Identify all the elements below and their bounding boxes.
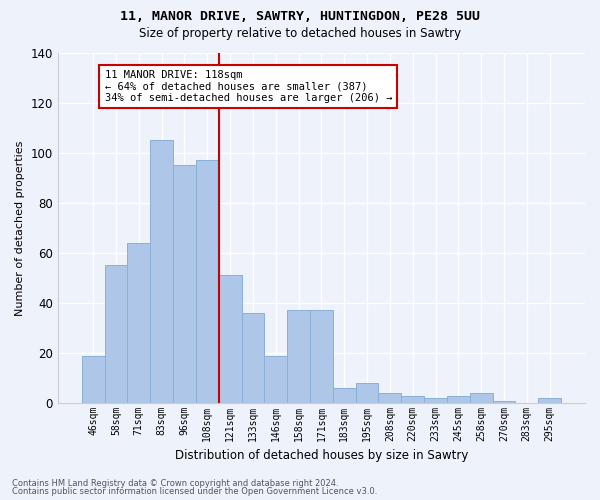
Bar <box>242 313 265 403</box>
Bar <box>401 396 424 403</box>
Text: Contains public sector information licensed under the Open Government Licence v3: Contains public sector information licen… <box>12 487 377 496</box>
Bar <box>470 393 493 403</box>
Bar <box>310 310 333 403</box>
Bar <box>265 356 287 403</box>
Bar <box>447 396 470 403</box>
Bar <box>333 388 356 403</box>
Bar <box>424 398 447 403</box>
Text: Size of property relative to detached houses in Sawtry: Size of property relative to detached ho… <box>139 28 461 40</box>
Bar <box>218 276 242 403</box>
Bar <box>356 383 379 403</box>
Bar <box>538 398 561 403</box>
Y-axis label: Number of detached properties: Number of detached properties <box>15 140 25 316</box>
Bar <box>104 266 127 403</box>
Text: 11, MANOR DRIVE, SAWTRY, HUNTINGDON, PE28 5UU: 11, MANOR DRIVE, SAWTRY, HUNTINGDON, PE2… <box>120 10 480 23</box>
Bar <box>287 310 310 403</box>
Text: Contains HM Land Registry data © Crown copyright and database right 2024.: Contains HM Land Registry data © Crown c… <box>12 478 338 488</box>
Bar <box>82 356 104 403</box>
X-axis label: Distribution of detached houses by size in Sawtry: Distribution of detached houses by size … <box>175 450 468 462</box>
Bar <box>173 165 196 403</box>
Bar <box>379 393 401 403</box>
Bar <box>150 140 173 403</box>
Bar <box>493 400 515 403</box>
Text: 11 MANOR DRIVE: 118sqm
← 64% of detached houses are smaller (387)
34% of semi-de: 11 MANOR DRIVE: 118sqm ← 64% of detached… <box>104 70 392 103</box>
Bar <box>127 243 150 403</box>
Bar <box>196 160 218 403</box>
